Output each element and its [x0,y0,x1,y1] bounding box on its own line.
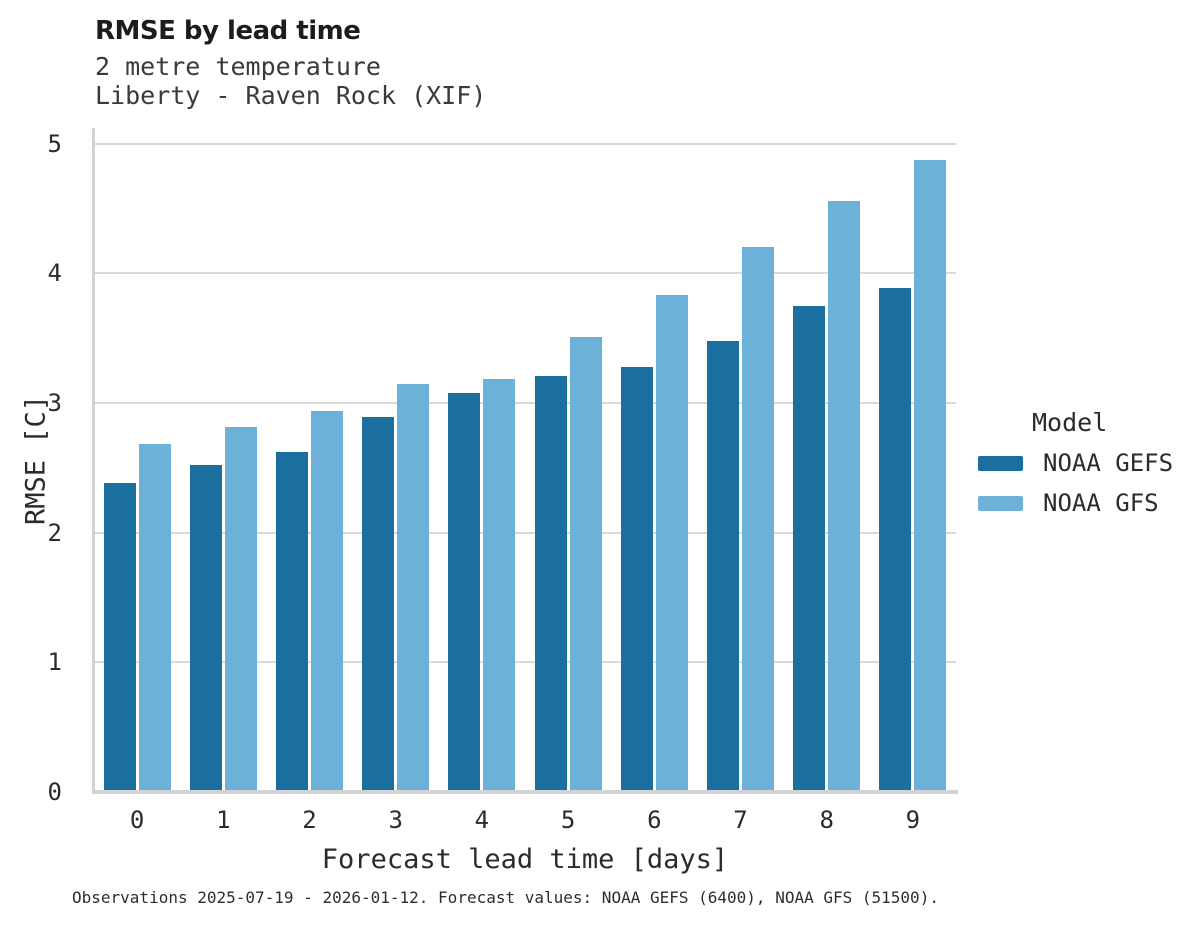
bar-noaa-gefs-lead-7 [707,341,739,790]
legend-entry-noaa-gfs: NOAA GFS [978,489,1173,517]
legend-label-noaa-gfs: NOAA GFS [1043,489,1159,517]
bar-noaa-gfs-lead-7 [742,246,774,790]
bar-noaa-gefs-lead-1 [189,464,222,790]
x-tick-label-4: 4 [474,806,490,834]
y-tick-label-4: 4 [47,259,62,288]
bar-noaa-gfs-lead-0 [138,443,171,790]
legend-entry-noaa-gefs: NOAA GEFS [978,449,1173,477]
chart-title: RMSE by lead time [95,16,361,46]
y-tick-label-5: 5 [47,129,62,158]
x-tick-label-6: 6 [647,806,662,834]
y-tick-label-0: 0 [47,778,62,806]
legend-label-noaa-gefs: NOAA GEFS [1043,449,1174,477]
bar-noaa-gefs-lead-2 [276,451,308,790]
x-tick-label-5: 5 [560,806,576,834]
subtitle-line-1: 2 metre temperature [95,52,381,81]
legend-swatch-noaa-gefs [978,455,1023,471]
gridline-y-2 [94,531,956,534]
subtitle-line-2: Liberty - Raven Rock (XIF) [95,81,487,110]
plot-area [92,128,958,794]
bar-noaa-gefs-lead-6 [620,367,653,790]
y-axis-title: RMSE [C] [20,394,52,526]
chart-subtitle: 2 metre temperature Liberty - Raven Rock … [95,52,486,110]
bar-noaa-gefs-lead-5 [534,376,567,790]
bar-noaa-gefs-lead-4 [448,393,481,790]
legend-title: Model [1032,408,1108,437]
gridline-y-1 [94,661,956,664]
y-axis-spine [92,128,95,792]
bar-noaa-gefs-lead-9 [879,288,912,790]
bar-noaa-gfs-lead-1 [224,426,257,790]
bar-noaa-gfs-lead-5 [569,337,602,790]
bar-noaa-gfs-lead-2 [311,411,343,790]
x-tick-label-7: 7 [733,806,748,834]
legend: Model NOAA GEFS NOAA GFS [978,408,1173,529]
bar-noaa-gfs-lead-3 [397,384,430,790]
x-axis-title: Forecast lead time [days] [321,844,729,875]
x-tick-label-0: 0 [129,806,145,834]
bar-noaa-gfs-lead-4 [483,378,516,790]
gridline-y-4 [94,272,956,275]
legend-swatch-noaa-gfs [978,495,1023,511]
gridline-y-3 [94,401,956,404]
bar-noaa-gefs-lead-3 [362,416,395,790]
x-tick-label-3: 3 [388,806,403,834]
y-tick-label-2: 2 [47,518,62,547]
x-axis-baseline [92,790,958,794]
bar-noaa-gfs-lead-8 [828,201,861,790]
x-tick-label-8: 8 [819,806,834,834]
gridline-y-5 [94,142,956,145]
x-tick-label-2: 2 [302,806,317,834]
caption: Observations 2025-07-19 - 2026-01-12. Fo… [72,888,939,907]
bar-noaa-gefs-lead-0 [103,482,136,790]
bar-noaa-gefs-lead-8 [793,306,826,790]
bar-noaa-gfs-lead-9 [914,159,947,790]
bar-noaa-gfs-lead-6 [655,294,688,790]
y-tick-label-1: 1 [47,648,62,677]
x-tick-label-9: 9 [905,806,921,834]
y-tick-label-3: 3 [47,388,62,417]
x-tick-label-1: 1 [216,806,231,834]
